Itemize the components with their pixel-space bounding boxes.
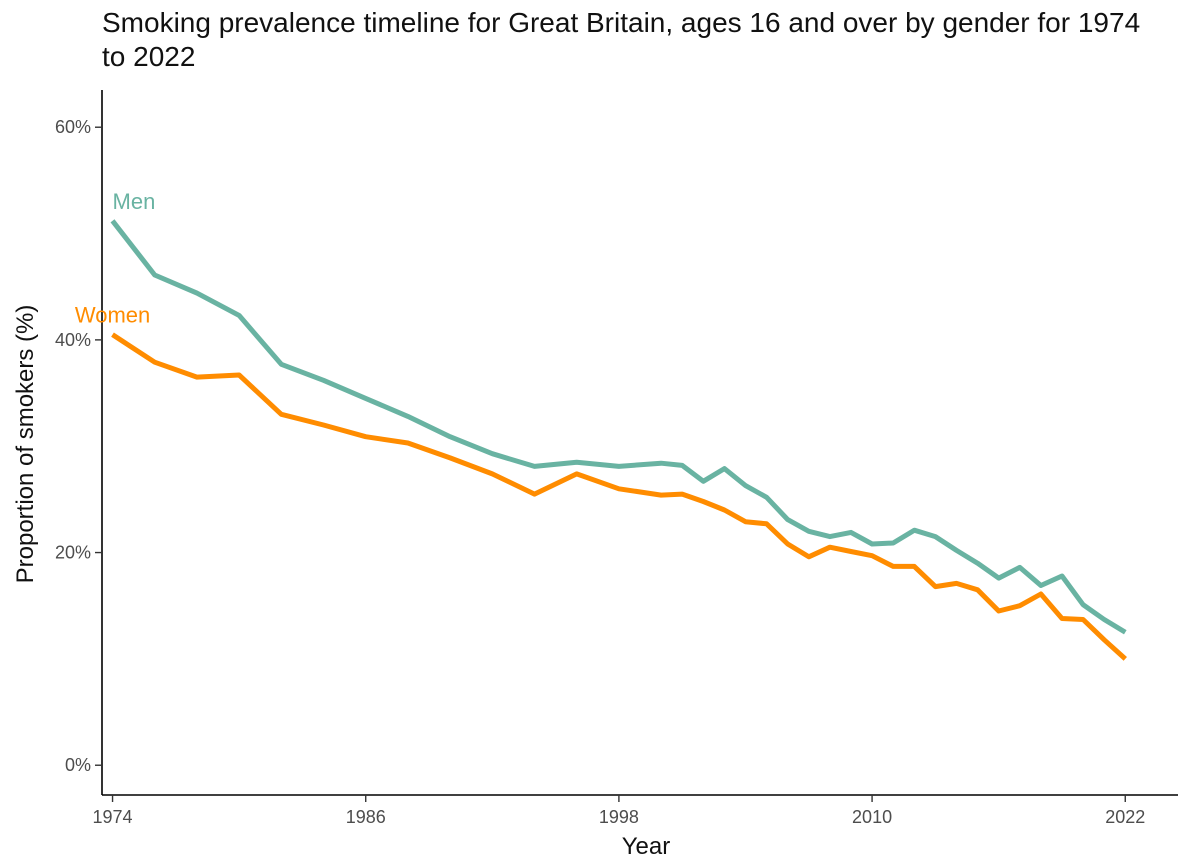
chart-title: Smoking prevalence timeline for Great Br… xyxy=(102,7,1141,72)
y-axis-label: Proportion of smokers (%) xyxy=(12,305,39,584)
y-tick-label: 20% xyxy=(55,543,91,563)
y-tick-label: 60% xyxy=(55,117,91,137)
x-tick-label: 1974 xyxy=(93,807,133,827)
axis-ticks: 1974 1986 1998 2010 2022 0% 20% 40% 60% xyxy=(55,117,1145,827)
x-tick-label: 2022 xyxy=(1105,807,1145,827)
x-axis-label: Year xyxy=(622,833,671,858)
y-tick-label: 40% xyxy=(55,330,91,350)
series-line-women xyxy=(111,332,1127,661)
axes xyxy=(101,90,1178,796)
series-label-women: Women xyxy=(75,303,150,328)
series-line-men xyxy=(110,219,1127,635)
x-tick-label: 1986 xyxy=(346,807,386,827)
x-tick-label: 2010 xyxy=(852,807,892,827)
y-tick-label: 0% xyxy=(65,755,91,775)
series-labels: Men Women xyxy=(75,189,155,328)
x-tick-label: 1998 xyxy=(599,807,639,827)
series-label-men: Men xyxy=(113,189,156,214)
series-lines xyxy=(110,219,1127,661)
